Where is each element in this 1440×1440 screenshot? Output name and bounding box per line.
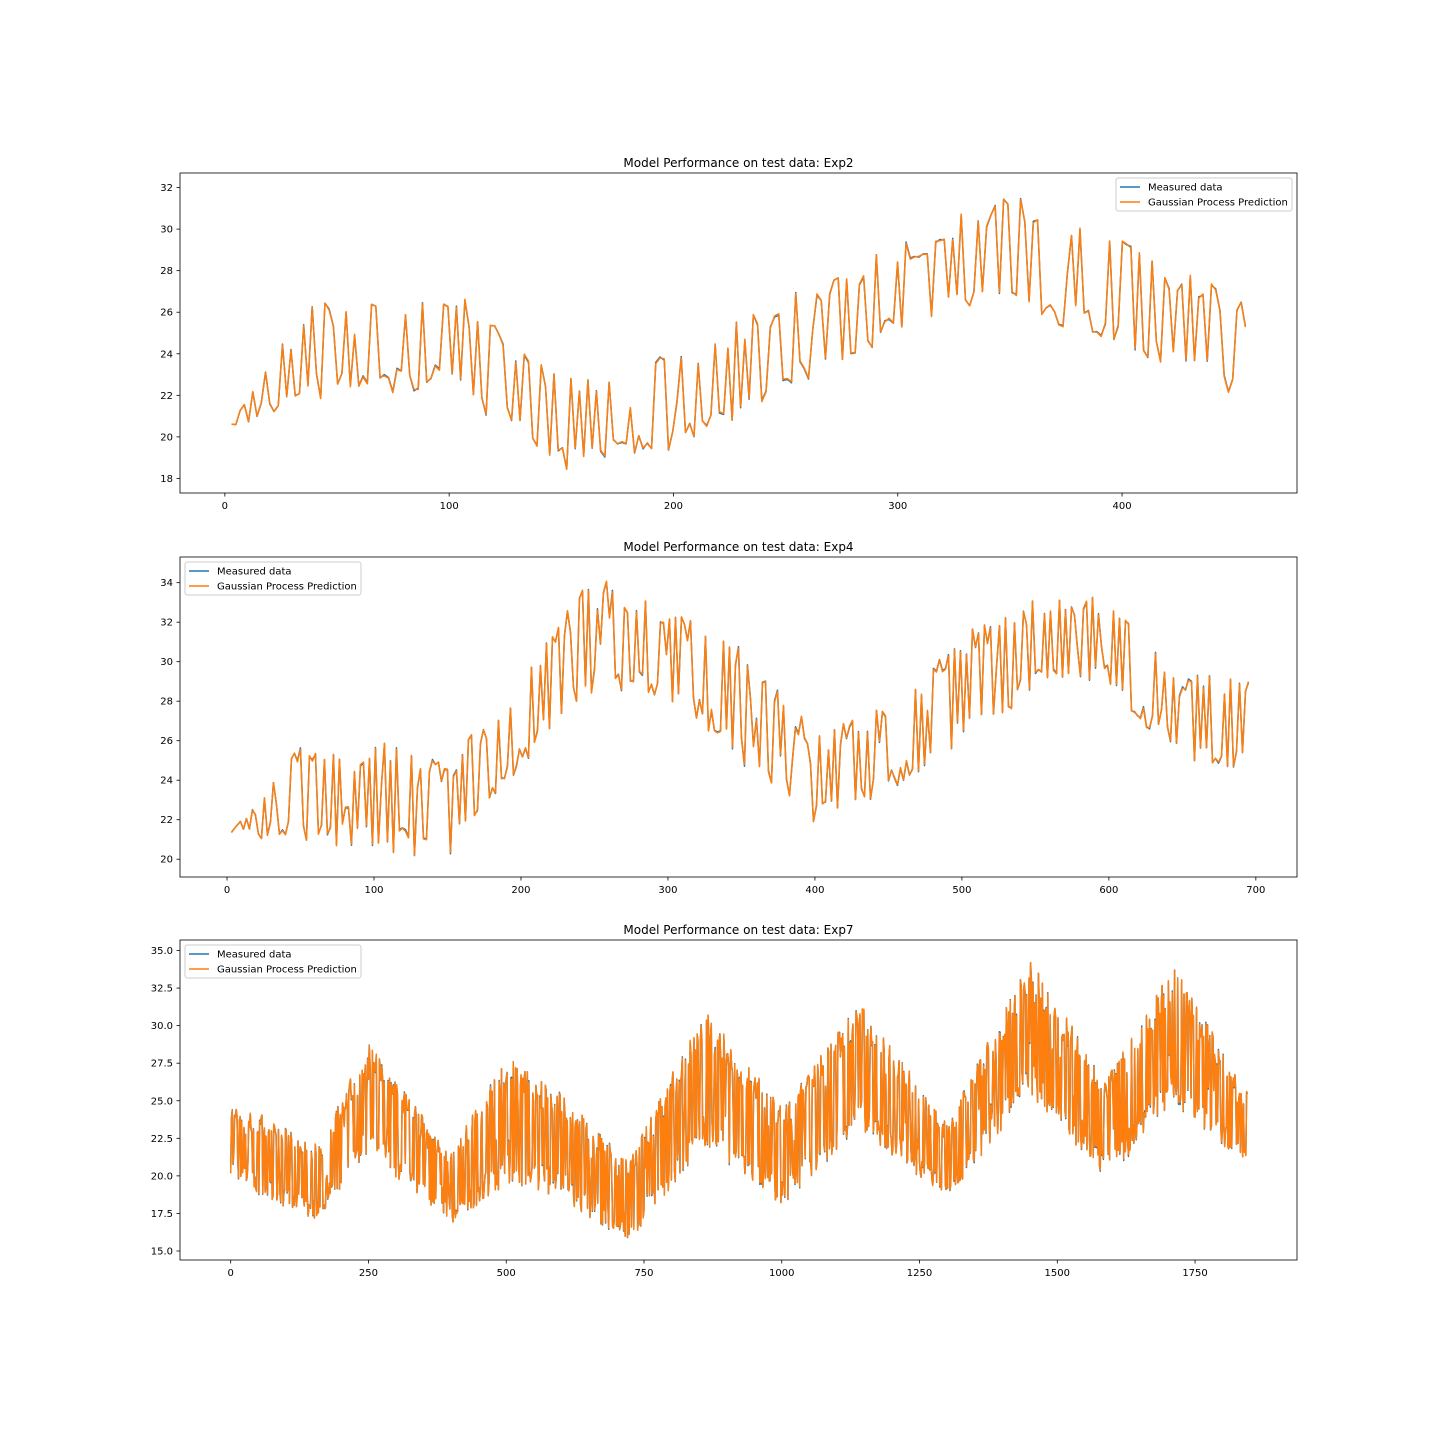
x-tick-label: 400 — [1113, 501, 1132, 512]
x-tick-label: 1750 — [1182, 1268, 1207, 1279]
y-tick-label: 28 — [160, 697, 173, 708]
y-tick-label: 35.0 — [151, 946, 173, 957]
x-tick-label: 500 — [952, 885, 971, 896]
legend: Measured data Gaussian Process Prediction — [184, 561, 362, 596]
legend-box — [1115, 177, 1293, 212]
y-tick-label: 22.5 — [151, 1134, 173, 1145]
x-tick-label: 300 — [888, 501, 907, 512]
x-tick-label: 250 — [359, 1268, 378, 1279]
y-tick-label: 20.0 — [151, 1171, 173, 1182]
legend-label: Gaussian Process Prediction — [217, 965, 357, 976]
series-line-prediction — [229, 961, 1249, 1239]
y-tick-label: 24 — [160, 776, 173, 787]
x-tick-label: 100 — [364, 885, 383, 896]
y-tick-label: 20 — [160, 855, 173, 866]
y-tick-label: 32.5 — [151, 984, 173, 995]
x-tick-label: 400 — [805, 885, 824, 896]
y-tick-label: 22 — [160, 391, 173, 402]
y-tick-label: 26 — [160, 736, 173, 747]
y-tick-label: 32 — [160, 183, 173, 194]
y-tick-label: 17.5 — [151, 1209, 173, 1220]
x-tick-label: 0 — [222, 501, 228, 512]
chart-exp7: Model Performance on test data: Exp7 0 25… — [151, 923, 1298, 1279]
x-tick-label: 1250 — [907, 1268, 932, 1279]
x-tick-label: 300 — [658, 885, 677, 896]
legend-box — [184, 561, 362, 596]
legend-label: Measured data — [1148, 183, 1223, 194]
y-tick-label: 30 — [160, 225, 173, 236]
y-tick-label: 30 — [160, 657, 173, 668]
series-line-prediction — [231, 198, 1247, 470]
legend: Measured data Gaussian Process Prediction — [1115, 177, 1293, 212]
x-tick-label: 1500 — [1045, 1268, 1070, 1279]
y-tick-label: 25.0 — [151, 1096, 173, 1107]
legend-label: Measured data — [217, 567, 292, 578]
y-tick-label: 18 — [160, 474, 173, 485]
x-tick-label: 1000 — [769, 1268, 794, 1279]
x-tick-label: 100 — [440, 501, 459, 512]
legend: Measured data Gaussian Process Prediction — [184, 944, 362, 979]
x-tick-label: 200 — [664, 501, 683, 512]
y-tick-label: 27.5 — [151, 1059, 173, 1070]
chart-title: Model Performance on test data: Exp7 — [623, 923, 853, 937]
x-tick-label: 0 — [228, 1268, 234, 1279]
y-tick-label: 34 — [160, 578, 173, 589]
chart-exp2: Model Performance on test data: Exp2 0 10… — [160, 156, 1298, 512]
plot-frame — [179, 172, 1298, 494]
y-tick-label: 24 — [160, 349, 173, 360]
series-line-prediction — [230, 580, 1250, 856]
legend-label: Measured data — [217, 950, 292, 961]
y-tick-label: 15.0 — [151, 1246, 173, 1257]
y-tick-label: 28 — [160, 266, 173, 277]
y-tick-label: 32 — [160, 618, 173, 629]
chart-title: Model Performance on test data: Exp2 — [623, 156, 853, 170]
legend-label: Gaussian Process Prediction — [1148, 198, 1288, 209]
x-tick-label: 200 — [511, 885, 530, 896]
chart-exp4: Model Performance on test data: Exp4 0 10… — [160, 540, 1298, 896]
x-tick-label: 700 — [1246, 885, 1265, 896]
plot-frame — [179, 939, 1298, 1261]
x-tick-label: 0 — [224, 885, 230, 896]
y-tick-label: 26 — [160, 308, 173, 319]
y-tick-label: 20 — [160, 432, 173, 443]
plot-frame — [179, 556, 1298, 878]
legend-label: Gaussian Process Prediction — [217, 582, 357, 593]
y-tick-label: 30.0 — [151, 1021, 173, 1032]
legend-box — [184, 944, 362, 979]
x-tick-label: 500 — [497, 1268, 516, 1279]
y-tick-label: 22 — [160, 815, 173, 826]
chart-title: Model Performance on test data: Exp4 — [623, 540, 853, 554]
x-tick-label: 600 — [1099, 885, 1118, 896]
x-tick-label: 750 — [634, 1268, 653, 1279]
